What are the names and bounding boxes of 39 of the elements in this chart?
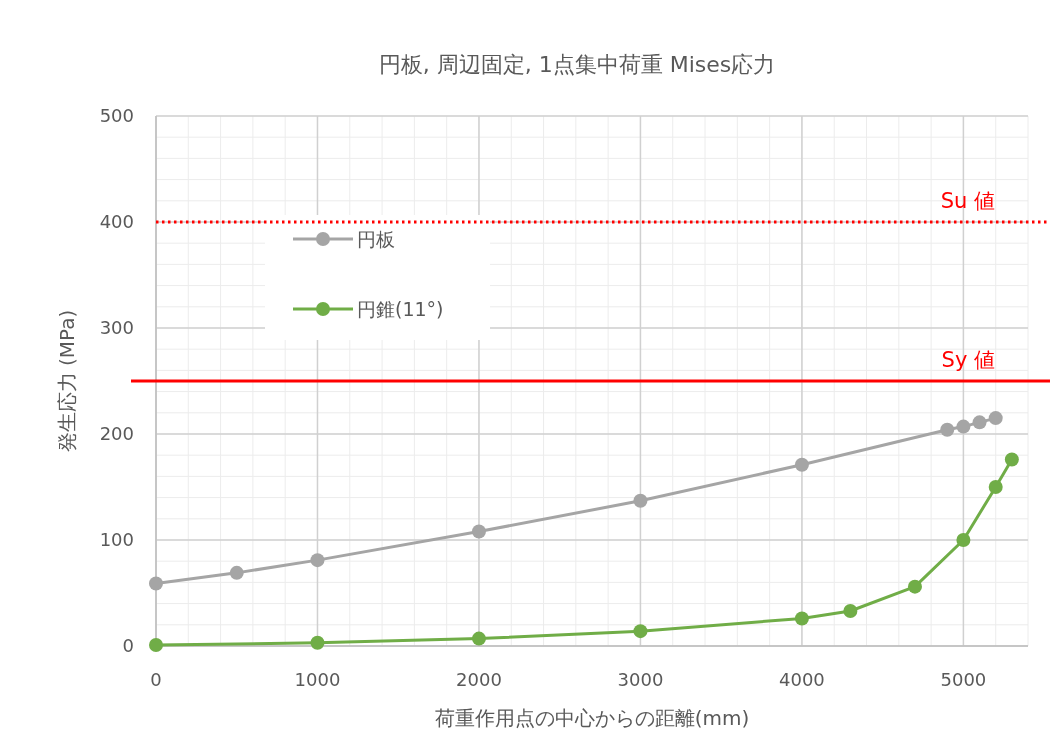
- ref-line-label: Su 値: [940, 189, 995, 213]
- point: [633, 624, 648, 639]
- point: [972, 415, 987, 430]
- point: [229, 565, 244, 580]
- point: [471, 631, 486, 646]
- point: [794, 457, 809, 472]
- y-tick-label: 300: [99, 317, 134, 338]
- y-tick-label: 400: [99, 211, 134, 232]
- y-tick-label: 500: [99, 105, 134, 126]
- point: [149, 576, 163, 591]
- x-tick-label: 2000: [456, 669, 502, 690]
- point: [843, 604, 858, 619]
- point: [940, 422, 955, 437]
- legend-label: 円板: [357, 228, 395, 250]
- x-tick-label: 4000: [779, 669, 825, 690]
- x-tick-label: 5000: [940, 669, 987, 690]
- point: [988, 411, 1003, 426]
- point: [907, 579, 922, 594]
- x-axis-title: 荷重作用点の中心からの距離(mm): [434, 706, 750, 730]
- point: [956, 419, 971, 434]
- point: [310, 553, 325, 568]
- ref-line-label: Sy 値: [941, 348, 995, 372]
- chart-title: 円板, 周辺固定, 1点集中荷重 Mises応力: [378, 52, 776, 77]
- y-tick-label: 100: [99, 529, 134, 550]
- y-tick-label: 200: [99, 423, 134, 444]
- x-tick-label: 3000: [617, 669, 664, 690]
- point: [988, 480, 1003, 494]
- point: [471, 524, 486, 539]
- point: [633, 493, 648, 508]
- x-tick-label: 1000: [294, 669, 341, 690]
- point: [794, 611, 809, 626]
- x-tick-label: 0: [150, 669, 162, 690]
- point: [956, 533, 971, 547]
- point: [149, 637, 163, 652]
- y-tick-label: 0: [122, 635, 134, 656]
- legend-label: 円錐(11°): [357, 298, 444, 320]
- point: [310, 635, 325, 650]
- point: [1004, 452, 1019, 467]
- y-axis-title: 発生応力 (MPa): [55, 309, 79, 453]
